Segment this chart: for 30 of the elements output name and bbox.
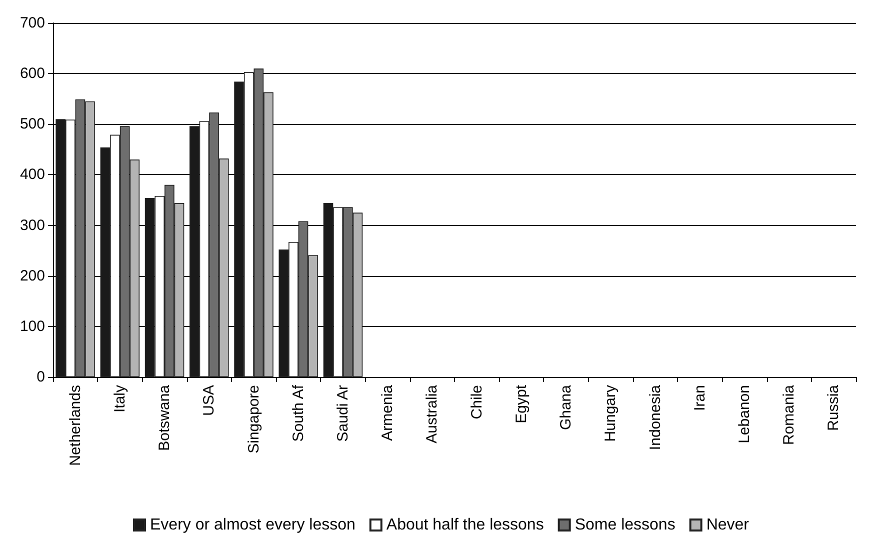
x-tick-label: Egypt <box>512 384 530 424</box>
x-tick-label: Lebanon <box>736 385 753 444</box>
x-tick-label: Botswana <box>156 384 174 451</box>
y-tick-label: 700 <box>20 14 45 32</box>
x-tick-label: Netherlands <box>66 385 84 466</box>
x-tick-label: Iran <box>691 385 708 411</box>
legend-label: About half the lessons <box>386 516 544 534</box>
x-tick-label: Armenia <box>379 384 396 441</box>
x-tick-label: Italy <box>111 384 128 413</box>
x-tick-label: Saudi Ar <box>334 385 352 442</box>
x-tick-label: Russia <box>825 384 842 431</box>
y-tick-label: 600 <box>20 65 45 82</box>
y-tick-label: 400 <box>20 166 45 184</box>
x-tick-label: Singapore <box>245 385 262 454</box>
x-tick-label: Ghana <box>558 384 575 430</box>
x-tick-label: Australia <box>424 384 441 444</box>
y-tick-label: 200 <box>20 267 45 284</box>
x-tick-label: USA <box>200 385 218 416</box>
y-tick-label: 0 <box>36 368 45 386</box>
x-tick-label: Romania <box>780 384 798 446</box>
x-tick-label: Indonesia <box>646 384 664 450</box>
x-tick-label: South Af <box>290 384 307 442</box>
y-tick-label: 300 <box>20 216 45 234</box>
x-tick-label: Hungary <box>602 384 620 442</box>
legend-label: Some lessons <box>574 516 676 534</box>
x-tick-label: Chile <box>468 385 486 420</box>
legend-label: Never <box>706 516 750 534</box>
legend-label: Every or almost every lesson <box>150 516 356 534</box>
y-tick-label: 500 <box>20 116 45 133</box>
y-tick-label: 100 <box>20 318 45 335</box>
